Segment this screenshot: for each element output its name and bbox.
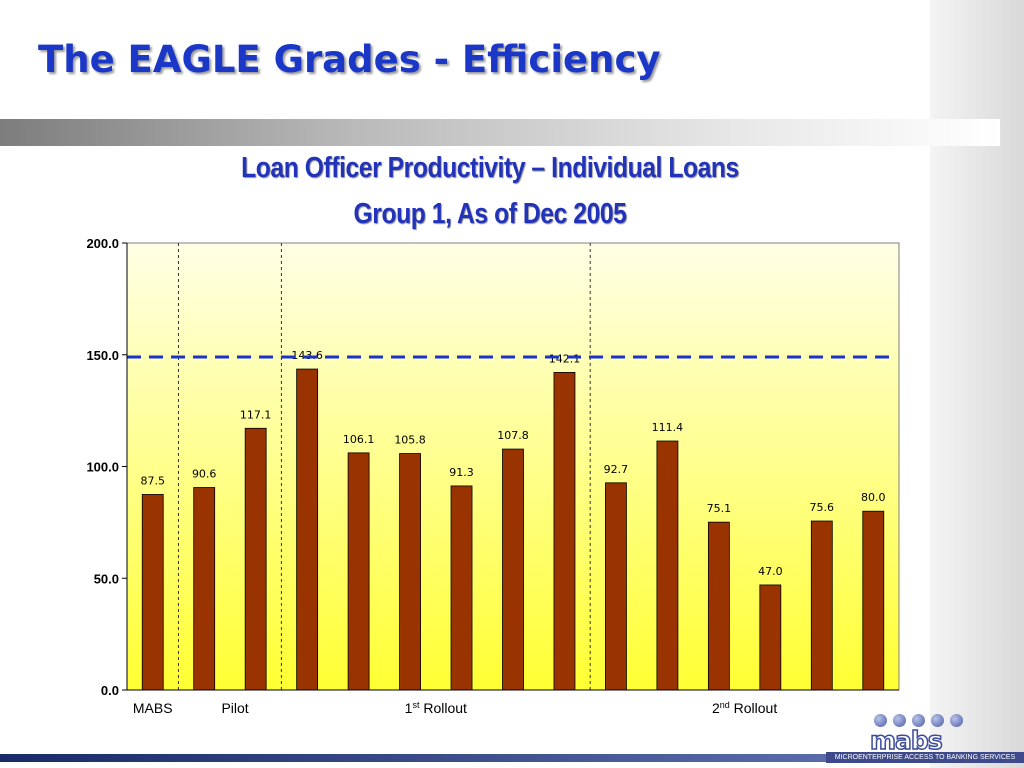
group-label-0: MABS xyxy=(133,700,173,716)
group-dividers xyxy=(177,243,591,690)
data-label-7: 107.8 xyxy=(497,429,529,442)
data-label-2: 117.1 xyxy=(240,408,272,421)
chart-subtitle: Group 1, As of Dec 2005 xyxy=(353,198,627,230)
bar-7 xyxy=(502,448,524,691)
data-label-10: 111.4 xyxy=(652,421,684,434)
data-label-9: 92.7 xyxy=(604,463,629,476)
bar-14 xyxy=(862,510,885,691)
y-tick-label-1: 50.0 xyxy=(94,571,119,586)
bar-1 xyxy=(193,487,216,691)
bar-0 xyxy=(141,494,164,691)
data-label-1: 90.6 xyxy=(192,468,217,481)
bar-13 xyxy=(810,520,833,691)
bar-11 xyxy=(707,521,730,691)
slide-title: The EAGLE Grades - Efficiency xyxy=(38,38,661,81)
y-tick-label-0: 0.0 xyxy=(101,683,119,698)
y-tick-label-4: 200.0 xyxy=(86,236,119,251)
group-label-3: 2nd Rollout xyxy=(712,700,777,716)
data-label-14: 80.0 xyxy=(861,491,886,504)
logo-text: mabs xyxy=(869,725,943,756)
y-tick-label-2: 100.0 xyxy=(86,460,119,475)
axes: 0.0 50.0 100.0 150.0 200.0 xyxy=(86,236,899,698)
footer-bar xyxy=(0,754,826,762)
bar-9 xyxy=(605,482,627,691)
title-underline-bar xyxy=(0,119,1000,146)
bar-3 xyxy=(296,368,319,691)
group-labels: MABS Pilot 1st Rollout 2nd Rollout xyxy=(133,700,777,716)
mabs-logo: mabs xyxy=(866,714,986,760)
bar-2 xyxy=(244,427,267,691)
data-label-13: 75.6 xyxy=(810,501,835,514)
data-label-0: 87.5 xyxy=(140,474,165,487)
data-label-11: 75.1 xyxy=(707,502,732,515)
chart-title: Loan Officer Productivity – Individual L… xyxy=(241,152,739,184)
group-label-1: Pilot xyxy=(221,700,248,716)
logo-tagline: MICROENTERPRISE ACCESS TO BANKING SERVIC… xyxy=(826,752,1024,763)
data-label-4: 106.1 xyxy=(343,433,375,446)
logo-dots-icon xyxy=(874,714,963,727)
bar-6 xyxy=(450,485,473,691)
data-label-12: 47.0 xyxy=(758,565,783,578)
data-label-6: 91.3 xyxy=(449,466,474,479)
bar-10 xyxy=(656,440,679,691)
bar-5 xyxy=(399,453,421,691)
data-label-5: 105.8 xyxy=(394,434,426,447)
bar-12 xyxy=(759,584,782,691)
data-label-8: 142.1 xyxy=(549,352,581,365)
bars xyxy=(141,368,885,691)
group-label-2: 1st Rollout xyxy=(405,700,467,716)
bar-8 xyxy=(553,372,576,691)
bar-4 xyxy=(347,452,370,691)
y-tick-label-3: 150.0 xyxy=(86,348,119,363)
